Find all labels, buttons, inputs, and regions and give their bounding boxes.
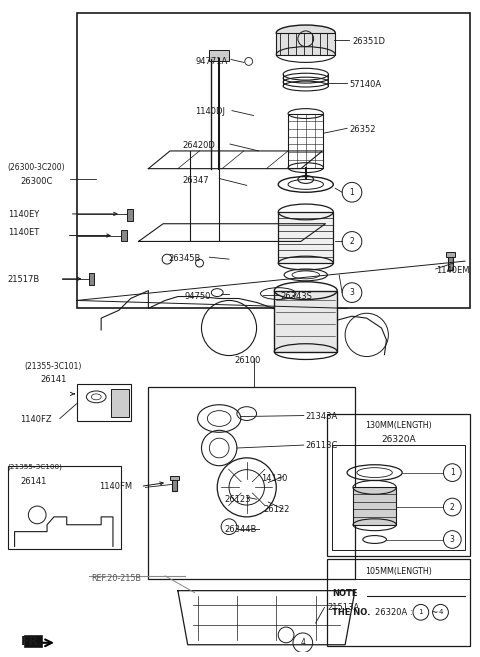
Text: 26344B: 26344B	[224, 525, 256, 533]
Text: REF.20-215B: REF.20-215B	[91, 574, 141, 583]
Text: 26343S: 26343S	[280, 292, 312, 301]
Polygon shape	[178, 591, 355, 645]
Text: 26123: 26123	[224, 495, 251, 504]
Text: 26420D: 26420D	[183, 141, 216, 150]
Text: 94771A: 94771A	[195, 57, 228, 66]
FancyArrowPatch shape	[27, 639, 52, 646]
Text: 3: 3	[349, 288, 354, 297]
Bar	[446, 252, 455, 257]
Text: 94750: 94750	[185, 292, 211, 301]
Circle shape	[342, 183, 362, 202]
Text: 57140A: 57140A	[349, 80, 381, 89]
Text: FR.: FR.	[21, 635, 44, 648]
Text: 26345B: 26345B	[168, 254, 201, 263]
Bar	[76, 384, 131, 421]
Circle shape	[444, 531, 461, 549]
Text: 26320A :: 26320A :	[374, 608, 415, 618]
Bar	[172, 478, 177, 491]
Text: 1140EY: 1140EY	[8, 210, 39, 219]
Text: 26113C: 26113C	[306, 441, 338, 450]
Text: 1: 1	[450, 468, 455, 477]
Bar	[276, 33, 335, 55]
Text: 1: 1	[349, 188, 354, 196]
Text: 26141: 26141	[40, 375, 67, 384]
Bar	[332, 445, 465, 551]
Text: 2: 2	[450, 503, 455, 512]
Text: (21355-3C101): (21355-3C101)	[24, 363, 82, 371]
Text: 4: 4	[438, 609, 443, 616]
Text: 4: 4	[300, 639, 305, 647]
Text: 26347: 26347	[183, 175, 209, 185]
Text: (21355-3C100): (21355-3C100)	[8, 464, 62, 470]
Text: 1140DJ: 1140DJ	[195, 106, 226, 116]
Bar	[327, 414, 470, 556]
Bar	[170, 476, 179, 480]
Bar	[127, 209, 132, 221]
Text: 14130: 14130	[262, 474, 288, 483]
Text: 21513A: 21513A	[327, 603, 360, 612]
Bar	[24, 635, 42, 646]
Text: 21517B: 21517B	[8, 275, 40, 284]
Text: 26320A: 26320A	[381, 435, 416, 444]
Text: NOTE: NOTE	[332, 589, 358, 598]
Text: 26300C: 26300C	[21, 177, 53, 185]
Bar	[121, 230, 127, 241]
Text: 1: 1	[419, 609, 423, 616]
Text: 2: 2	[349, 237, 354, 246]
Text: 26100: 26100	[234, 355, 260, 365]
Circle shape	[413, 604, 429, 620]
Bar	[111, 389, 129, 417]
Bar	[274, 290, 337, 351]
Circle shape	[444, 464, 461, 482]
Text: 1140FZ: 1140FZ	[21, 415, 52, 424]
Text: 1140FM: 1140FM	[99, 482, 132, 491]
Text: ~: ~	[430, 608, 437, 618]
Circle shape	[342, 283, 362, 302]
Bar	[8, 466, 121, 549]
Text: 21343A: 21343A	[306, 412, 338, 420]
Circle shape	[293, 633, 312, 652]
Bar	[89, 273, 94, 284]
Text: 26351D: 26351D	[352, 37, 385, 46]
Text: 130MM(LENGTH): 130MM(LENGTH)	[365, 421, 432, 430]
Bar	[209, 50, 229, 61]
Circle shape	[444, 498, 461, 516]
Text: THE NO.: THE NO.	[332, 608, 371, 618]
Text: 26352: 26352	[349, 125, 375, 135]
Bar	[448, 254, 453, 270]
Text: 3: 3	[450, 535, 455, 544]
Text: 26122: 26122	[264, 505, 290, 514]
Text: 105MM(LENGTH): 105MM(LENGTH)	[365, 567, 432, 576]
Bar	[278, 212, 333, 263]
Text: 1140EM: 1140EM	[437, 266, 470, 275]
Bar	[288, 114, 324, 168]
Text: 26141: 26141	[21, 476, 47, 486]
Bar	[327, 559, 470, 646]
Bar	[76, 13, 470, 308]
Text: 1140ET: 1140ET	[8, 228, 39, 237]
Circle shape	[342, 232, 362, 251]
Text: (26300-3C200): (26300-3C200)	[8, 163, 65, 171]
Circle shape	[432, 604, 448, 620]
Bar	[353, 487, 396, 525]
Ellipse shape	[276, 25, 335, 41]
Bar	[148, 387, 355, 579]
